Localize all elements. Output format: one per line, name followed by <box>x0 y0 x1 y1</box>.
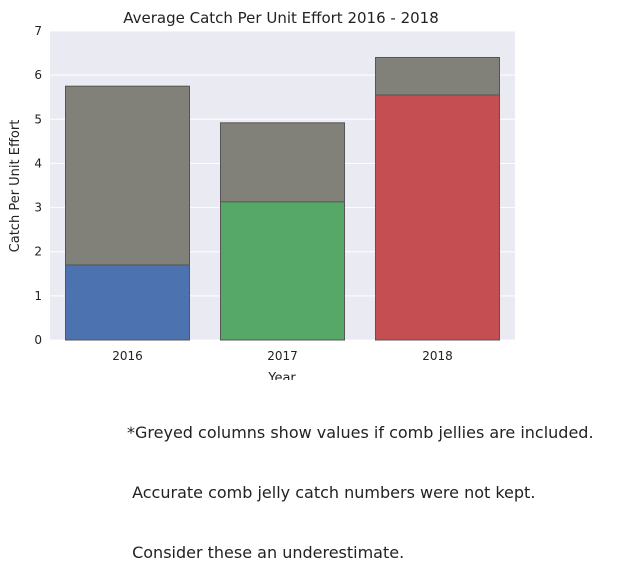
y-tick-label: 2 <box>34 245 42 259</box>
x-tick-label: 2017 <box>267 349 298 363</box>
footnote-line: Accurate comb jelly catch numbers were n… <box>127 483 536 502</box>
x-tick-label: 2016 <box>112 349 143 363</box>
x-axis-label: Year <box>267 371 296 380</box>
bar-2016 <box>65 264 190 341</box>
y-tick-label: 4 <box>34 156 42 170</box>
chart-title: Average Catch Per Unit Effort 2016 - 201… <box>123 9 439 27</box>
y-tick-label: 7 <box>34 24 42 38</box>
bar-2018 <box>375 94 500 341</box>
y-tick-label: 6 <box>34 68 42 82</box>
y-tick-labels: 0 1 2 3 4 5 6 7 <box>34 24 42 347</box>
bar-2017 <box>220 201 345 341</box>
bars <box>65 56 500 341</box>
footnote-line: Consider these an underestimate. <box>127 543 405 562</box>
footnote-line: *Greyed columns show values if comb jell… <box>127 423 594 442</box>
x-tick-label: 2018 <box>422 349 453 363</box>
y-tick-label: 1 <box>34 289 42 303</box>
bar-chart: 0 1 2 3 4 5 6 7 2016 2017 2018 Average Catch Per … <box>8 9 515 380</box>
y-tick-label: 3 <box>34 201 42 215</box>
footnote: *Greyed columns show values if comb jell… <box>127 383 594 583</box>
y-tick-label: 0 <box>34 333 42 347</box>
y-axis-label: Catch Per Unit Effort <box>8 120 23 253</box>
y-tick-label: 5 <box>34 112 42 126</box>
x-tick-labels: 2016 2017 2018 <box>112 349 453 363</box>
